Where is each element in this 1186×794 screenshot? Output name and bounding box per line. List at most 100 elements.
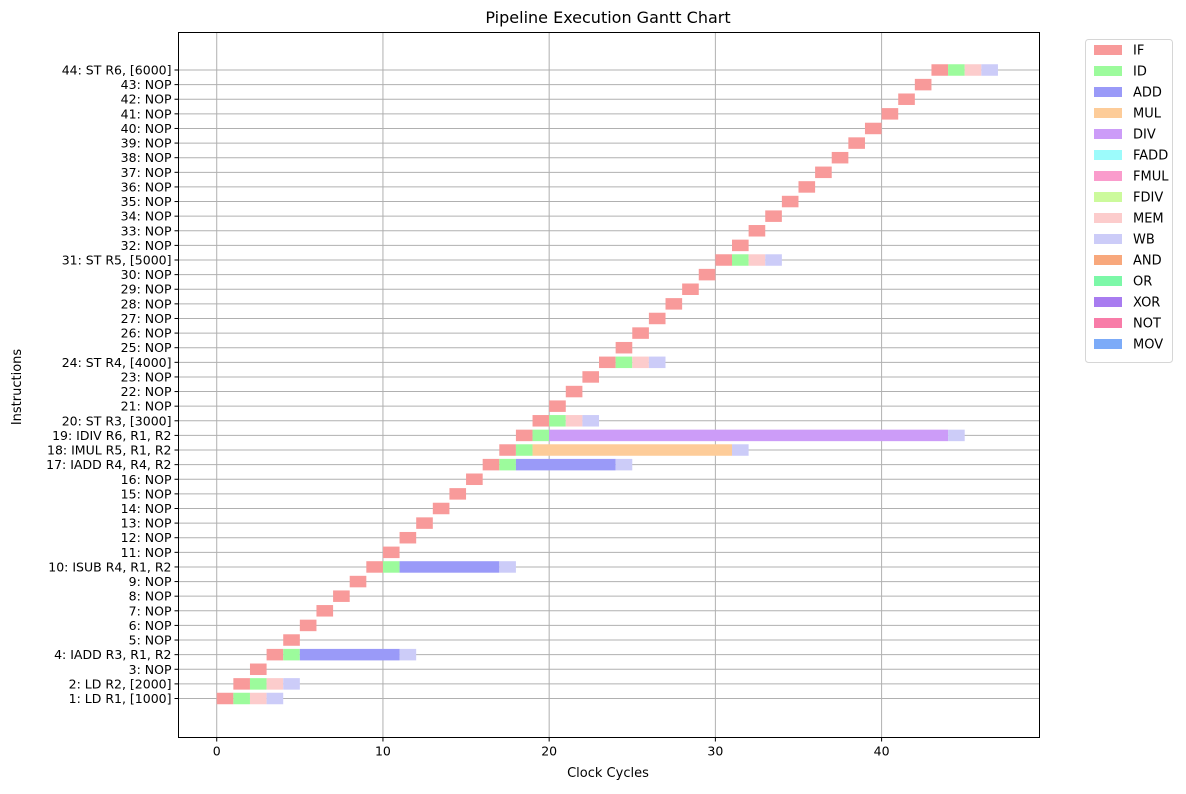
- bar-if: [499, 444, 516, 456]
- y-tick-label: 5: NOP: [129, 633, 172, 648]
- y-tick-label: 40: NOP: [121, 121, 172, 136]
- bar-wb: [765, 254, 782, 266]
- bar-if: [615, 341, 633, 354]
- bar-wb: [981, 64, 998, 76]
- bar-if: [299, 619, 317, 632]
- bar-if: [748, 225, 766, 237]
- y-tick-label: 16: NOP: [121, 472, 172, 487]
- bar-if: [216, 692, 234, 705]
- bar-if: [382, 546, 400, 559]
- bar-if: [682, 283, 699, 295]
- y-tick-label: 4: IADD R3, R1, R2: [54, 647, 171, 662]
- legend-swatch-if: [1094, 45, 1122, 55]
- bars: [216, 64, 998, 705]
- bar-mem: [632, 356, 649, 369]
- bar-if: [549, 400, 566, 412]
- x-tick-label: 40: [874, 744, 890, 759]
- y-tick-label: 38: NOP: [121, 150, 172, 165]
- y-tick-label: 18: IMUL R5, R1, R2: [47, 443, 171, 458]
- x-tick-label: 10: [375, 744, 391, 759]
- bar-wb: [266, 692, 284, 705]
- bar-if: [532, 415, 550, 427]
- bar-mul: [532, 444, 732, 456]
- bar-wb: [283, 678, 300, 690]
- bar-wb: [499, 561, 516, 573]
- bar-if: [399, 531, 417, 544]
- legend-swatch-div: [1094, 129, 1122, 139]
- y-tick-label: 36: NOP: [121, 179, 172, 194]
- y-tick-label: 6: NOP: [129, 618, 172, 633]
- bar-mem: [748, 254, 766, 266]
- y-tick-label: 3: NOP: [129, 662, 172, 677]
- bar-if: [582, 371, 600, 383]
- legend-swatch-mul: [1094, 108, 1122, 118]
- y-tick-label: 44: ST R6, [6000]: [62, 63, 172, 78]
- legend-label: IF: [1133, 44, 1144, 59]
- bar-if: [333, 590, 350, 602]
- bar-id: [532, 429, 550, 442]
- bar-if: [931, 64, 949, 76]
- y-tick-label: 29: NOP: [121, 282, 172, 297]
- bar-if: [283, 634, 300, 646]
- bar-if: [914, 78, 932, 91]
- y-tick-label: 9: NOP: [129, 574, 172, 589]
- bar-div: [549, 429, 949, 442]
- legend-label: MUL: [1133, 107, 1162, 122]
- y-tick-label: 42: NOP: [121, 92, 172, 107]
- bar-wb: [732, 444, 749, 456]
- bar-if: [798, 181, 816, 193]
- y-axis-label: Instructions: [10, 349, 25, 426]
- legend: IF ID ADD MUL DIV FADD FMUL FDIV MEM WB AND OR XOR NO…: [1085, 39, 1173, 363]
- bar-if: [848, 137, 865, 149]
- legend-swatch-fmul: [1094, 171, 1122, 181]
- bar-mem: [266, 678, 284, 690]
- bar-if: [665, 298, 683, 310]
- y-tick-label: 41: NOP: [121, 106, 172, 121]
- x-tick-label: 20: [541, 744, 557, 759]
- bar-if: [815, 166, 832, 179]
- y-tick-label: 33: NOP: [121, 223, 172, 238]
- bar-if: [249, 663, 267, 676]
- bar-id: [732, 254, 749, 266]
- bar-if: [515, 429, 533, 442]
- legend-swatch-not: [1094, 318, 1122, 328]
- bar-if: [432, 502, 450, 515]
- bar-wb: [615, 458, 633, 471]
- y-tick-label: 2: LD R2, [2000]: [69, 676, 172, 691]
- bar-wb: [399, 648, 417, 661]
- bar-if: [349, 575, 367, 588]
- y-tick-label: 20: ST R3, [3000]: [62, 413, 172, 428]
- bar-id: [283, 648, 300, 661]
- y-tick-label: 25: NOP: [121, 340, 172, 355]
- bar-if: [632, 327, 649, 339]
- bar-id: [382, 561, 400, 573]
- bar-if: [416, 517, 433, 529]
- bar-if: [831, 151, 849, 164]
- bar-if: [732, 239, 749, 252]
- legend-swatch-add: [1094, 87, 1122, 97]
- legend-label: WB: [1133, 233, 1155, 248]
- bar-if: [781, 195, 799, 208]
- legend-label: MOV: [1133, 338, 1163, 353]
- legend-swatch-fdiv: [1094, 192, 1122, 202]
- legend-label: XOR: [1133, 296, 1160, 311]
- y-tick-label: 13: NOP: [121, 516, 172, 531]
- bar-mem: [964, 64, 982, 76]
- legend-swatch-or: [1094, 276, 1122, 286]
- legend-label: NOT: [1133, 317, 1161, 332]
- y-tick-label: 34: NOP: [121, 209, 172, 224]
- bar-if: [698, 268, 716, 281]
- bar-if: [599, 356, 616, 369]
- y-tick-label: 8: NOP: [129, 589, 172, 604]
- x-ticks: 0 10 20 30 40: [213, 737, 890, 759]
- legend-label: AND: [1133, 254, 1162, 269]
- bar-id: [249, 678, 267, 690]
- bar-id: [515, 444, 533, 456]
- legend-label: FADD: [1133, 149, 1168, 164]
- legend-swatch-xor: [1094, 297, 1122, 307]
- bar-add: [515, 458, 616, 471]
- legend-label: FMUL: [1133, 170, 1169, 185]
- y-tick-label: 37: NOP: [121, 165, 172, 180]
- bar-mem: [249, 692, 267, 705]
